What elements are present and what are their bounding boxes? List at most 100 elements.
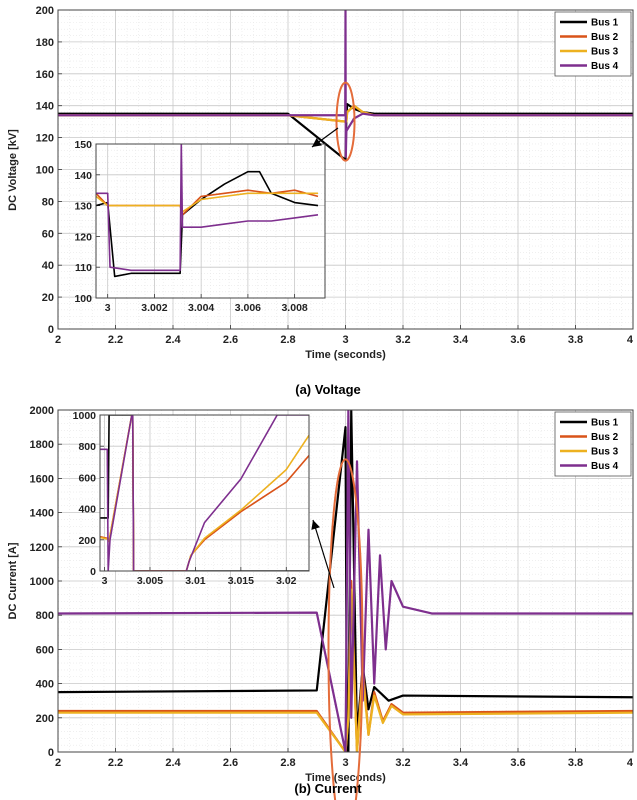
legend-label: Bus 2: [591, 432, 619, 443]
main-x-tick-label: 3.8: [568, 757, 583, 769]
main-y-tick-label: 60: [42, 228, 54, 240]
main-plot-border: [57, 9, 634, 330]
inset-series-group: [100, 415, 309, 571]
inset-y-tick-label: 140: [74, 170, 92, 182]
main-x-tick-label: 2.4: [165, 334, 181, 346]
inset-x-tick-label: 3: [105, 302, 111, 314]
legend-label: Bus 3: [591, 447, 619, 458]
main-x-tick-label: 4: [627, 757, 634, 769]
inset-y-tick-label: 0: [90, 566, 96, 578]
inset-chart: 3 3.002 3.004 3.006 3.008 100 110 120 130 140 150: [74, 139, 326, 314]
main-y-tick-label: 1000: [30, 576, 54, 588]
main-y-tick-label: 0: [48, 747, 54, 759]
inset-y-tick-label: 800: [78, 441, 96, 453]
legend-label: Bus 2: [591, 32, 619, 43]
inset-x-tick-label: 3.006: [235, 302, 261, 314]
legend-label: Bus 1: [591, 18, 619, 29]
main-x-tick-label: 3.2: [395, 757, 410, 769]
main-y-tick-label: 200: [36, 5, 54, 17]
main-y-tick-label: 180: [36, 37, 54, 49]
main-x-tick-label: 2.2: [108, 334, 123, 346]
inset-plot-border: [95, 143, 326, 299]
inset-y-tick-label: 600: [78, 472, 96, 484]
inset-y-tick-label: 200: [78, 535, 96, 547]
inset-y-tick-label: 110: [75, 262, 92, 274]
inset-y-tick-label: 130: [74, 201, 92, 213]
main-x-tick-label: 2: [55, 757, 61, 769]
inset-x-tick-label: 3.005: [137, 575, 163, 587]
main-y-tick-label: 2000: [30, 405, 54, 417]
main-x-tick-label: 4: [627, 334, 634, 346]
zoom-ellipse: [327, 458, 364, 800]
main-y-tick-label: 800: [36, 610, 54, 622]
inset-x-tick-label: 3: [102, 575, 108, 587]
main-x-tick-label: 3.4: [453, 757, 469, 769]
voltage-panel: 2 2.2 2.4 2.6 2.8 3 3.2 3.4 3.6 3.8 40204060801001…: [7, 5, 634, 361]
inset-y-tick-label: 120: [74, 231, 92, 243]
inset-series-line-bus-4: [100, 415, 309, 571]
main-x-tick-label: 2.8: [280, 757, 295, 769]
current-caption: (b) Current: [294, 781, 362, 796]
inset-series-group: [96, 144, 319, 278]
inset-plot-area: [96, 144, 325, 298]
inset-x-tick-label: 3.015: [228, 575, 254, 587]
inset-series-line-bus-4: [96, 144, 319, 272]
inset-x-tick-label: 3.02: [276, 575, 297, 587]
main-series-line-bus-4: [58, 10, 633, 158]
main-y-tick-label: 100: [36, 165, 54, 177]
main-y-tick-label: 400: [36, 679, 54, 691]
main-x-tick-label: 2.2: [108, 757, 123, 769]
inset-x-tick-label: 3.002: [141, 302, 167, 314]
main-y-tick-label: 120: [36, 133, 54, 145]
main-series-group: [58, 10, 633, 162]
voltage-caption: (a) Voltage: [295, 382, 361, 397]
main-series-line-bus-4: [58, 410, 633, 752]
main-x-tick-label: 3.4: [453, 334, 469, 346]
zoom-arrow: [311, 127, 339, 148]
inset-x-tick-label: 3.004: [188, 302, 214, 314]
inset-y-tick-label: 400: [78, 504, 96, 516]
legend-label: Bus 4: [591, 461, 619, 472]
main-y-tick-label: 40: [42, 260, 54, 272]
inset-y-tick-label: 100: [74, 293, 92, 305]
main-y-tick-label: 0: [48, 324, 54, 336]
main-x-tick-label: 2.8: [280, 334, 295, 346]
y-axis-label: DC Voltage [kV]: [7, 129, 19, 211]
arrow-head: [311, 520, 320, 530]
inset-y-tick-label: 1000: [73, 410, 97, 422]
current-panel: 2 2.2 2.4 2.6 2.8 3 3.2 3.4 3.6 3.8 4 0 200 400 600 800…: [7, 405, 634, 800]
legend-label: Bus 4: [591, 61, 619, 72]
main-x-tick-label: 3: [342, 757, 348, 769]
main-x-tick-label: 3.6: [510, 334, 525, 346]
x-axis-label: Time (seconds): [305, 772, 386, 784]
zoom-ellipse: [335, 81, 356, 162]
inset-series-line-bus-1: [96, 170, 319, 278]
legend-label: Bus 3: [591, 47, 619, 58]
main-y-tick-label: 80: [42, 196, 54, 208]
main-x-tick-label: 3: [342, 334, 348, 346]
inset-series-line-bus-3: [100, 415, 309, 571]
main-x-tick-label: 2.6: [223, 757, 238, 769]
arrow-head: [312, 138, 322, 147]
main-x-tick-label: 2.4: [165, 757, 181, 769]
inset-x-tick-label: 3.01: [185, 575, 206, 587]
main-y-tick-label: 1200: [30, 542, 54, 554]
main-x-tick-label: 3.8: [568, 334, 583, 346]
x-axis-label: Time (seconds): [305, 349, 386, 361]
main-x-tick-label: 3.6: [510, 757, 525, 769]
main-y-tick-label: 1400: [30, 508, 54, 520]
inset-plot-border: [99, 414, 310, 572]
legend-label: Bus 1: [591, 418, 619, 429]
arrow-shaft: [312, 519, 335, 589]
inset-x-tick-label: 3.008: [281, 302, 307, 314]
main-x-tick-label: 2.6: [223, 334, 238, 346]
main-y-tick-label: 1600: [30, 473, 54, 485]
main-y-tick-label: 600: [36, 644, 54, 656]
main-plot-border: [57, 409, 634, 753]
main-x-tick-label: 2: [55, 334, 61, 346]
main-y-tick-label: 1800: [30, 439, 54, 451]
main-y-tick-label: 160: [36, 69, 54, 81]
main-y-tick-label: 140: [36, 101, 54, 113]
